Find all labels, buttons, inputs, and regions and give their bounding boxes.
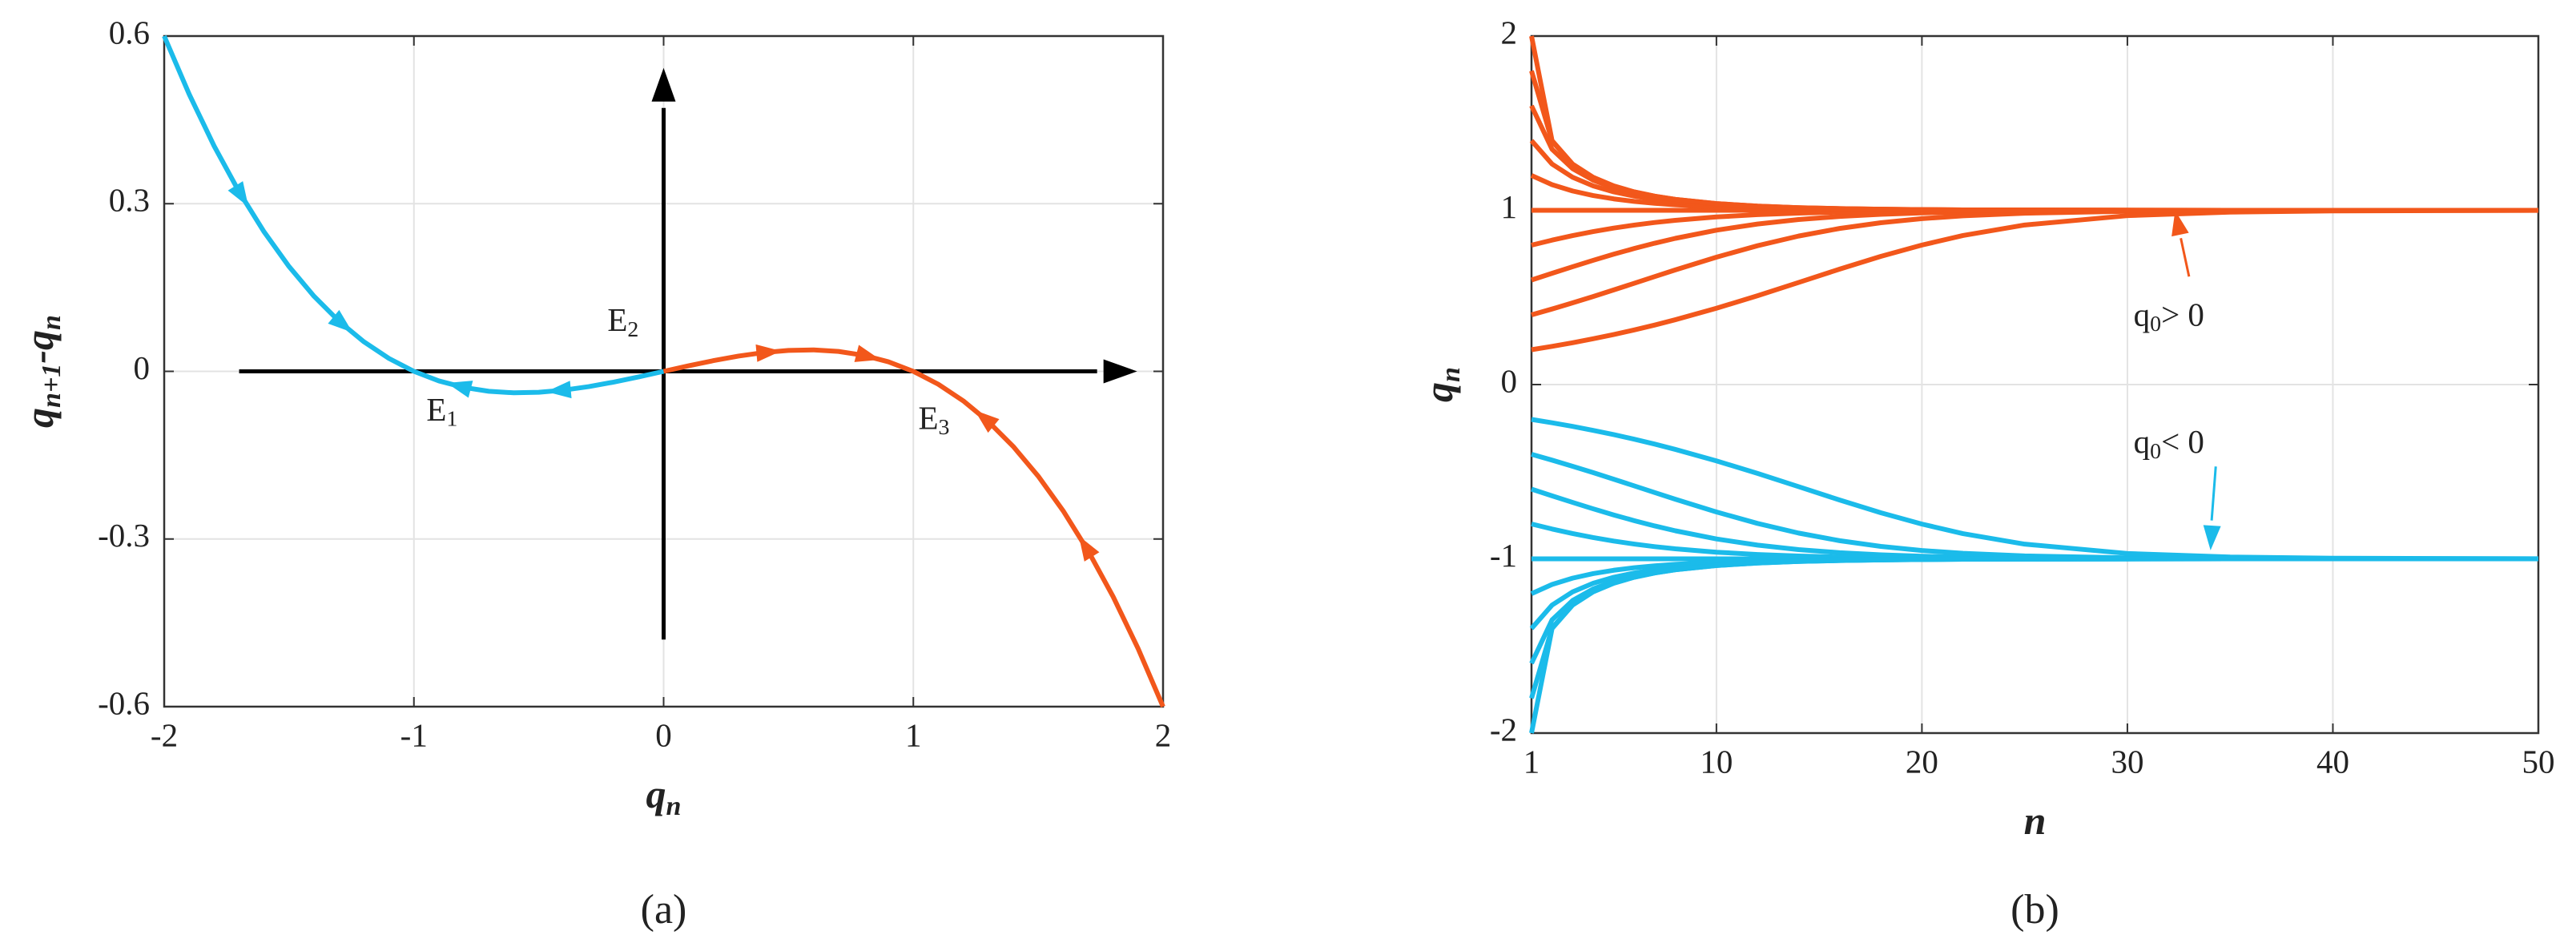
subscript: n+1 xyxy=(37,364,66,408)
text-part: E xyxy=(918,400,938,437)
data-line xyxy=(1529,556,2538,734)
subscript: 3 xyxy=(939,415,950,440)
annotation: E1 xyxy=(426,391,457,432)
x-axis-label: n xyxy=(2024,798,2047,843)
arrow-head xyxy=(1103,359,1137,384)
plot-frame xyxy=(1530,34,2540,735)
annotation: E3 xyxy=(918,400,949,441)
subscript: 0 xyxy=(2150,439,2161,464)
y-tick-label: 2 xyxy=(1501,14,1518,50)
arrow-head xyxy=(854,345,881,362)
data-line xyxy=(1529,35,2538,213)
arrow-head xyxy=(755,344,782,362)
text-part: q xyxy=(646,772,666,816)
arrow-head xyxy=(446,381,473,398)
arrow-head xyxy=(328,309,353,332)
y-tick-label: -0.3 xyxy=(98,517,150,554)
text-part: -q xyxy=(17,330,62,364)
x-axis-label: qn xyxy=(646,772,682,820)
data-line xyxy=(1531,208,2539,353)
x-tick-label: 20 xyxy=(1906,743,1938,780)
pointer-line xyxy=(2210,466,2217,521)
data-line xyxy=(1530,173,2538,213)
data-line xyxy=(1529,556,2538,699)
arrow-head xyxy=(2203,525,2221,550)
y-axis-label: qn xyxy=(1416,367,1465,402)
subscript: n xyxy=(666,792,682,821)
arrow-head xyxy=(227,181,249,208)
text-part: < 0 xyxy=(2161,423,2204,460)
text-part: q xyxy=(1416,382,1461,402)
x-tick-label: 50 xyxy=(2522,743,2555,780)
x-tick-label: 2 xyxy=(1155,716,1172,753)
plot-frame xyxy=(163,34,1165,708)
panel-caption: (b) xyxy=(2010,887,2059,933)
y-tick-label: 0.6 xyxy=(109,14,150,50)
y-tick-label: 0 xyxy=(1501,362,1518,399)
x-tick-label: 1 xyxy=(1523,743,1540,780)
arrow-head xyxy=(1078,535,1100,562)
y-tick-label: -1 xyxy=(1490,537,1517,574)
text-part: E xyxy=(426,391,446,428)
arrow-head xyxy=(651,67,676,102)
subscript: n xyxy=(1436,367,1466,382)
y-tick-label: -0.6 xyxy=(98,684,150,721)
annotation: q0< 0 xyxy=(2134,423,2204,464)
y-tick-label: 1 xyxy=(1501,188,1518,225)
data-line xyxy=(1531,417,2539,562)
data-line xyxy=(1529,104,2538,213)
arrow-head xyxy=(545,381,572,399)
annotation: q0> 0 xyxy=(2134,296,2204,337)
x-tick-label: 30 xyxy=(2111,743,2143,780)
text-part: q xyxy=(2134,296,2151,333)
arrow-head xyxy=(974,410,1000,433)
y-tick-label: 0 xyxy=(134,349,151,386)
y-axis-label: qn+1-qn xyxy=(17,315,66,428)
x-tick-label: 0 xyxy=(655,716,672,753)
subscript: n xyxy=(37,315,66,330)
text-part: > 0 xyxy=(2161,296,2204,333)
data-line xyxy=(1531,522,2538,562)
arrow-head xyxy=(2171,210,2189,237)
x-tick-label: 10 xyxy=(1700,743,1733,780)
text-part: n xyxy=(2024,798,2047,843)
data-line xyxy=(1529,556,2538,665)
data-line xyxy=(1530,556,2538,596)
x-tick-label: 1 xyxy=(905,716,922,753)
x-tick-label: -1 xyxy=(400,716,428,753)
panel-caption: (a) xyxy=(641,887,687,933)
subscript: 1 xyxy=(446,407,457,432)
y-tick-label: -2 xyxy=(1490,711,1517,748)
pointer-line xyxy=(2180,237,2191,277)
annotation: E2 xyxy=(607,302,638,343)
text-part: q xyxy=(2134,424,2151,461)
text-part: q xyxy=(17,408,62,428)
data-line xyxy=(1529,70,2538,213)
subscript: 0 xyxy=(2150,312,2161,336)
y-tick-label: 0.3 xyxy=(109,182,150,219)
data-line xyxy=(1531,208,2538,248)
subscript: 2 xyxy=(627,317,638,342)
text-part: E xyxy=(607,302,627,339)
x-tick-label: 40 xyxy=(2316,743,2349,780)
x-tick-label: -2 xyxy=(151,716,178,753)
